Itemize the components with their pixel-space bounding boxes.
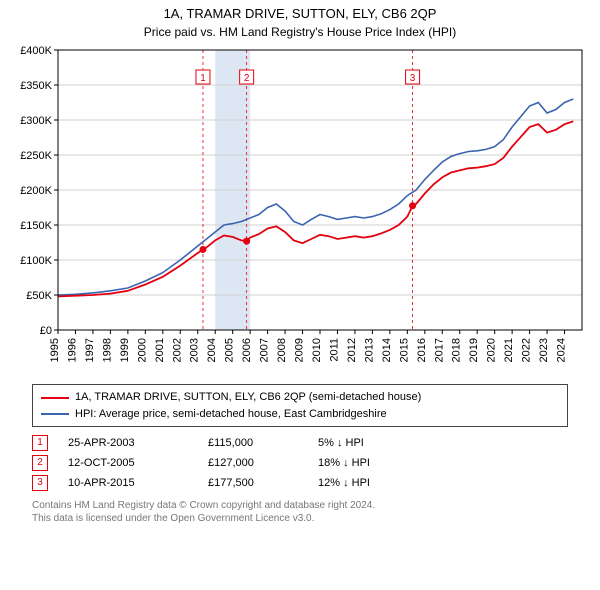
sale-date: 25-APR-2003	[68, 437, 188, 449]
footnote-line1: Contains HM Land Registry data © Crown c…	[32, 499, 568, 512]
sale-delta: 12% ↓ HPI	[318, 477, 438, 489]
svg-text:£250K: £250K	[20, 150, 52, 162]
svg-text:£50K: £50K	[26, 290, 52, 302]
svg-text:2007: 2007	[259, 338, 271, 362]
svg-text:£100K: £100K	[20, 255, 52, 267]
svg-text:1999: 1999	[119, 338, 131, 362]
sale-row: 2 12-OCT-2005 £127,000 18% ↓ HPI	[32, 453, 568, 473]
svg-text:2011: 2011	[328, 338, 340, 362]
sale-marker: 2	[32, 455, 48, 471]
chart-title: 1A, TRAMAR DRIVE, SUTTON, ELY, CB6 2QP	[0, 6, 600, 23]
sale-delta: 18% ↓ HPI	[318, 457, 438, 469]
svg-text:2013: 2013	[363, 338, 375, 362]
svg-text:£350K: £350K	[20, 80, 52, 92]
svg-text:2010: 2010	[311, 338, 323, 362]
svg-text:2005: 2005	[224, 338, 236, 362]
svg-text:2003: 2003	[189, 338, 201, 362]
svg-text:£300K: £300K	[20, 115, 52, 127]
svg-text:2: 2	[244, 73, 250, 84]
svg-text:1995: 1995	[49, 338, 61, 362]
legend-label-hpi: HPI: Average price, semi-detached house,…	[75, 406, 387, 423]
svg-text:2002: 2002	[171, 338, 183, 362]
svg-text:2009: 2009	[294, 338, 306, 362]
chart-svg: £0 £50K £100K £150K £200K £250K £300K £350K £400…	[0, 40, 600, 380]
footnote: Contains HM Land Registry data © Crown c…	[32, 499, 568, 525]
sale-delta: 5% ↓ HPI	[318, 437, 438, 449]
legend-swatch-hpi	[41, 413, 69, 415]
legend-label-property: 1A, TRAMAR DRIVE, SUTTON, ELY, CB6 2QP (…	[75, 389, 421, 406]
legend-item-property: 1A, TRAMAR DRIVE, SUTTON, ELY, CB6 2QP (…	[41, 389, 559, 406]
svg-text:2014: 2014	[381, 338, 393, 362]
svg-text:£150K: £150K	[20, 220, 52, 232]
sales-table: 1 25-APR-2003 £115,000 5% ↓ HPI 2 12-OCT-2005…	[32, 433, 568, 493]
svg-text:1997: 1997	[84, 338, 96, 362]
svg-text:2006: 2006	[241, 338, 253, 362]
svg-text:2001: 2001	[154, 338, 166, 362]
sale-price: £115,000	[208, 437, 298, 449]
svg-text:£400K: £400K	[20, 45, 52, 57]
svg-text:2015: 2015	[398, 338, 410, 362]
sale-date: 12-OCT-2005	[68, 457, 188, 469]
svg-text:£0: £0	[40, 325, 52, 337]
sale-row: 3 10-APR-2015 £177,500 12% ↓ HPI	[32, 473, 568, 493]
svg-text:£200K: £200K	[20, 185, 52, 197]
svg-text:2019: 2019	[468, 338, 480, 362]
svg-text:2023: 2023	[538, 338, 550, 362]
svg-text:2022: 2022	[521, 338, 533, 362]
svg-text:2008: 2008	[276, 338, 288, 362]
sale-price: £127,000	[208, 457, 298, 469]
svg-text:2004: 2004	[206, 338, 218, 362]
svg-text:2018: 2018	[451, 338, 463, 362]
svg-text:1: 1	[200, 73, 206, 84]
svg-text:2017: 2017	[433, 338, 445, 362]
sale-marker: 1	[32, 435, 48, 451]
svg-text:2016: 2016	[416, 338, 428, 362]
chart-subtitle: Price paid vs. HM Land Registry's House …	[0, 25, 600, 41]
svg-text:2000: 2000	[136, 338, 148, 362]
svg-text:1998: 1998	[101, 338, 113, 362]
svg-text:2021: 2021	[503, 338, 515, 362]
footnote-line2: This data is licensed under the Open Gov…	[32, 512, 568, 525]
legend: 1A, TRAMAR DRIVE, SUTTON, ELY, CB6 2QP (…	[32, 384, 568, 427]
svg-text:1996: 1996	[66, 338, 78, 362]
svg-text:2024: 2024	[556, 338, 568, 362]
price-chart: £0 £50K £100K £150K £200K £250K £300K £350K £400…	[0, 40, 600, 380]
legend-item-hpi: HPI: Average price, semi-detached house,…	[41, 406, 559, 423]
legend-swatch-property	[41, 397, 69, 399]
sale-marker: 3	[32, 475, 48, 491]
svg-text:3: 3	[410, 73, 416, 84]
sale-price: £177,500	[208, 477, 298, 489]
svg-text:2012: 2012	[346, 338, 358, 362]
sale-date: 10-APR-2015	[68, 477, 188, 489]
svg-text:2020: 2020	[486, 338, 498, 362]
sale-row: 1 25-APR-2003 £115,000 5% ↓ HPI	[32, 433, 568, 453]
